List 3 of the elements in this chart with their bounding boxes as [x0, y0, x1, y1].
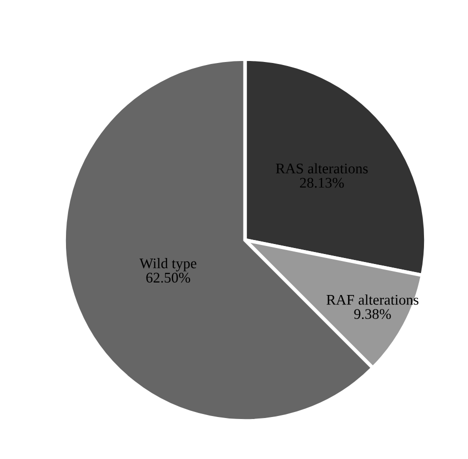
data-label: 9.38%	[354, 309, 391, 320]
data-label: 62.50%	[146, 272, 190, 283]
slice-label: Wild type	[140, 258, 196, 272]
